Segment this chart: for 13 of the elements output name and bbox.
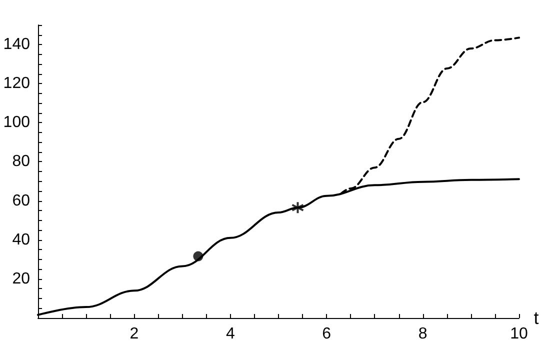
x-tick-label: 2 [130,326,139,342]
x-tick-label: 4 [226,326,235,342]
y-tick-label: 100 [3,114,30,132]
y-tick-label: 20 [12,270,30,288]
y-tick-label: 120 [3,75,30,92]
y-tick-label: 140 [3,36,30,54]
x-tick-label: 6 [322,326,332,342]
y-tick-label: 60 [12,192,30,210]
x-axis-title: t [534,308,539,328]
x-tick-label: 8 [418,326,428,342]
y-tick-label: 80 [12,153,30,170]
y-tick-label: 40 [12,231,30,248]
x-tick-label: 10 [510,326,528,342]
